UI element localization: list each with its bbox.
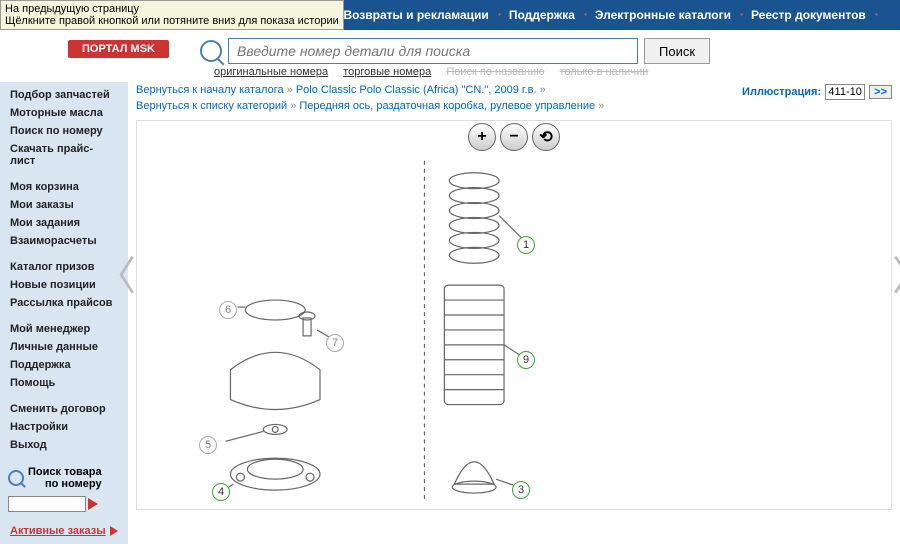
portal-badge: ПОРТАЛ MSK [68, 40, 169, 58]
chevron-right-icon [110, 526, 118, 536]
sidebar-search-by-number: Поиск товарапо номеру [0, 462, 128, 494]
illustration-selector: Иллюстрация: >> [742, 84, 892, 100]
sidebar-item-settings[interactable]: Настройки [0, 418, 128, 436]
reset-zoom-button[interactable]: ⟲ [532, 123, 560, 151]
callout-5[interactable]: 5 [199, 436, 217, 454]
browser-history-tooltip: На предыдущую страницу Щёлкните правой к… [0, 0, 344, 30]
nav-docs[interactable]: Реестр документов [741, 8, 876, 22]
search-filter-links: оригинальные номера торговые номера Поис… [0, 66, 900, 82]
nav-returns[interactable]: Возвраты и рекламации [333, 8, 498, 22]
parts-diagram[interactable]: + − ⟲ [136, 120, 892, 510]
sidebar-item-tasks[interactable]: Мои задания [0, 214, 128, 232]
illustration-input[interactable] [825, 84, 865, 100]
sidebar-item-contract[interactable]: Сменить договор [0, 400, 128, 418]
link-back-catalog[interactable]: Вернуться к началу каталога [136, 84, 284, 96]
sidebar-item-personal[interactable]: Личные данные [0, 338, 128, 356]
sidebar-item-orders[interactable]: Мои заказы [0, 196, 128, 214]
link-trade-numbers[interactable]: торговые номера [343, 66, 431, 78]
callout-7[interactable]: 7 [326, 334, 344, 352]
callout-9[interactable]: 9 [517, 351, 535, 369]
nav-catalogs[interactable]: Электронные каталоги [585, 8, 741, 22]
search-icon [200, 40, 222, 62]
diagram-controls: + − ⟲ [468, 123, 560, 151]
sidebar: Подбор запчастей Моторные масла Поиск по… [0, 82, 128, 544]
sidebar-item-price-download[interactable]: Скачать прайс-лист [0, 140, 128, 170]
sidebar-item-cart[interactable]: Моя корзина [0, 178, 128, 196]
callout-1[interactable]: 1 [517, 236, 535, 254]
search-input[interactable] [228, 38, 638, 64]
sidebar-item-support[interactable]: Поддержка [0, 356, 128, 374]
link-in-stock: только в наличии [560, 66, 649, 78]
callout-6[interactable]: 6 [219, 301, 237, 319]
search-icon [8, 470, 24, 486]
sidebar-item-parts[interactable]: Подбор запчастей [0, 86, 128, 104]
link-vehicle[interactable]: Polo Classic Polo Classic (Africa) "CN."… [296, 84, 537, 96]
go-icon[interactable] [88, 498, 98, 510]
link-category[interactable]: Передняя ось, раздаточная коробка, рулев… [299, 100, 595, 112]
link-by-name: Поиск по названию [446, 66, 544, 78]
sidebar-number-input-row [0, 494, 128, 514]
search-button[interactable]: Поиск [644, 38, 710, 64]
callout-4[interactable]: 4 [212, 483, 230, 501]
link-original-numbers[interactable]: оригинальные номера [214, 66, 328, 78]
sidebar-item-manager[interactable]: Мой менеджер [0, 320, 128, 338]
illustration-next-button[interactable]: >> [869, 85, 892, 99]
part-number-input[interactable] [8, 496, 86, 512]
sidebar-item-help[interactable]: Помощь [0, 374, 128, 392]
next-illustration-arrow[interactable]: 〉 [892, 243, 900, 301]
link-back-categories[interactable]: Вернуться к списку категорий [136, 100, 287, 112]
zoom-in-button[interactable]: + [468, 123, 496, 151]
prev-illustration-arrow[interactable]: 〈 [96, 243, 136, 301]
content-area: Иллюстрация: >> Вернуться к началу катал… [128, 82, 900, 544]
sidebar-item-search-num[interactable]: Поиск по номеру [0, 122, 128, 140]
callout-3[interactable]: 3 [512, 481, 530, 499]
diagram-svg [137, 121, 891, 509]
sidebar-active-orders[interactable]: Активные заказы [0, 522, 128, 540]
nav-support[interactable]: Поддержка [499, 8, 585, 22]
breadcrumb-2: Вернуться к списку категорий » Передняя … [136, 98, 892, 114]
sidebar-item-oils[interactable]: Моторные масла [0, 104, 128, 122]
sidebar-item-exit[interactable]: Выход [0, 436, 128, 454]
zoom-out-button[interactable]: − [500, 123, 528, 151]
